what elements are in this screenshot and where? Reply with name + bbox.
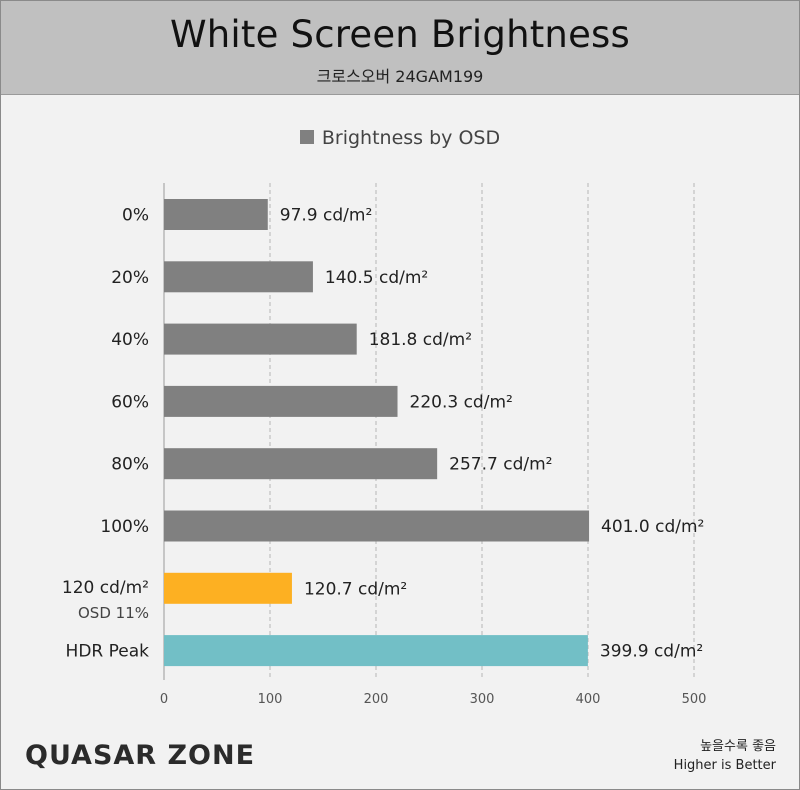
bar [164,572,292,604]
bar [164,261,313,293]
legend-label: Brightness by OSD [321,127,501,149]
category-label: 100% [100,517,149,537]
category-label: 0% [122,206,149,226]
bar [164,448,438,480]
bar-value-label: 97.9 cd/m² [280,206,373,226]
logo-text: QUASAR ZONE [25,740,256,771]
category-sublabel: OSD 11% [78,604,149,622]
x-tick-label: 100 [258,692,283,707]
x-tick-label: 200 [364,692,389,707]
x-tick-label: 300 [470,692,495,707]
x-tick-label: 400 [576,692,601,707]
x-tick-label: 0 [160,692,168,707]
bar [164,510,590,542]
footer-note: 높을수록 좋음 Higher is Better [674,737,776,775]
chart-legend: Brightness by OSD [0,127,800,149]
footer-note-en: Higher is Better [673,758,776,773]
bar-value-label: 401.0 cd/m² [601,517,704,537]
category-label: 120 cd/m² [62,578,149,598]
bar-value-label: 257.7 cd/m² [449,455,552,475]
chart-subtitle: 크로스오버 24GAM199 [316,67,484,86]
bar-value-label: 181.8 cd/m² [369,330,472,350]
category-label: 40% [111,330,149,350]
footer-note-ko: 높을수록 좋음 [700,739,776,754]
bar [164,323,357,355]
chart-header: White Screen Brightness 크로스오버 24GAM199 [1,1,799,95]
bar-value-label: 140.5 cd/m² [325,268,428,288]
quasarzone-logo: QUASAR ZONE [25,740,255,771]
bar [164,199,268,230]
bar-value-label: 220.3 cd/m² [410,392,513,412]
legend-swatch [299,130,314,144]
category-label: HDR Peak [66,642,150,662]
bar [164,385,398,417]
category-label: 20% [111,268,149,288]
bar [164,635,588,667]
bar-value-label: 120.7 cd/m² [304,579,407,599]
category-label: 80% [111,455,149,475]
chart-title: White Screen Brightness [170,13,630,56]
x-tick-label: 500 [682,692,707,707]
category-label: 60% [111,392,149,412]
bar-value-label: 399.9 cd/m² [600,642,703,662]
